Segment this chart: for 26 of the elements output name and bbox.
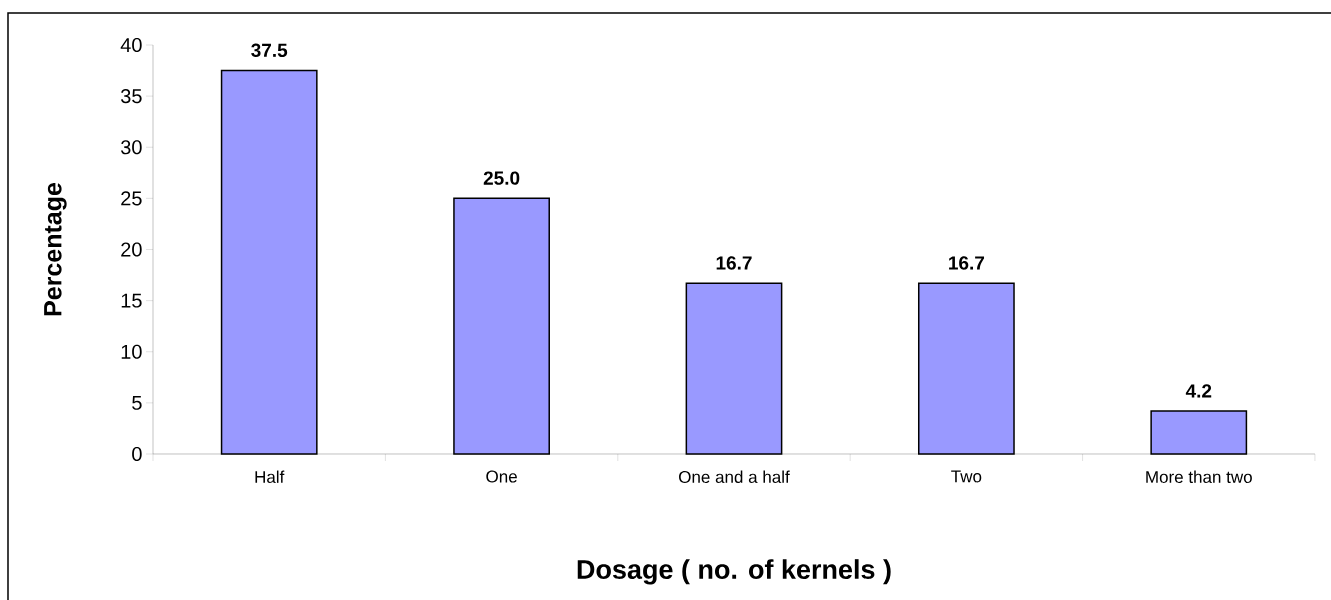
data-label: 25.0	[483, 171, 520, 185]
y-tick-label: 10	[121, 344, 142, 359]
y-tick-label: 30	[120, 140, 142, 155]
bar	[685, 282, 783, 455]
x-tick-label: One	[486, 470, 517, 483]
y-tick-label: 35	[120, 89, 142, 104]
bar	[917, 282, 1015, 455]
y-tick-label: 15	[121, 293, 142, 308]
data-label: 16.7	[949, 256, 985, 270]
y-axis-title: Percentage	[44, 182, 67, 316]
data-label: 4.2	[1185, 384, 1212, 398]
x-tick-label: One and a half	[679, 470, 790, 484]
x-axis-title: Dosage ( no. of kernels )	[577, 559, 891, 585]
y-tick-label: 0	[132, 446, 142, 462]
bar	[453, 197, 550, 455]
y-tick-label: 5	[132, 395, 142, 410]
y-tick-label: 40	[120, 37, 142, 53]
x-tick-label: Half	[255, 470, 285, 484]
data-label: 16.7	[716, 256, 752, 270]
x-tick-label: Two	[951, 470, 982, 483]
data-label: 37.5	[251, 43, 288, 58]
bar	[1150, 410, 1248, 455]
x-tick-label: More than two	[1146, 470, 1252, 484]
y-tick-label: 25	[121, 191, 142, 206]
bar	[220, 69, 318, 455]
y-tick-label: 20	[121, 242, 142, 257]
